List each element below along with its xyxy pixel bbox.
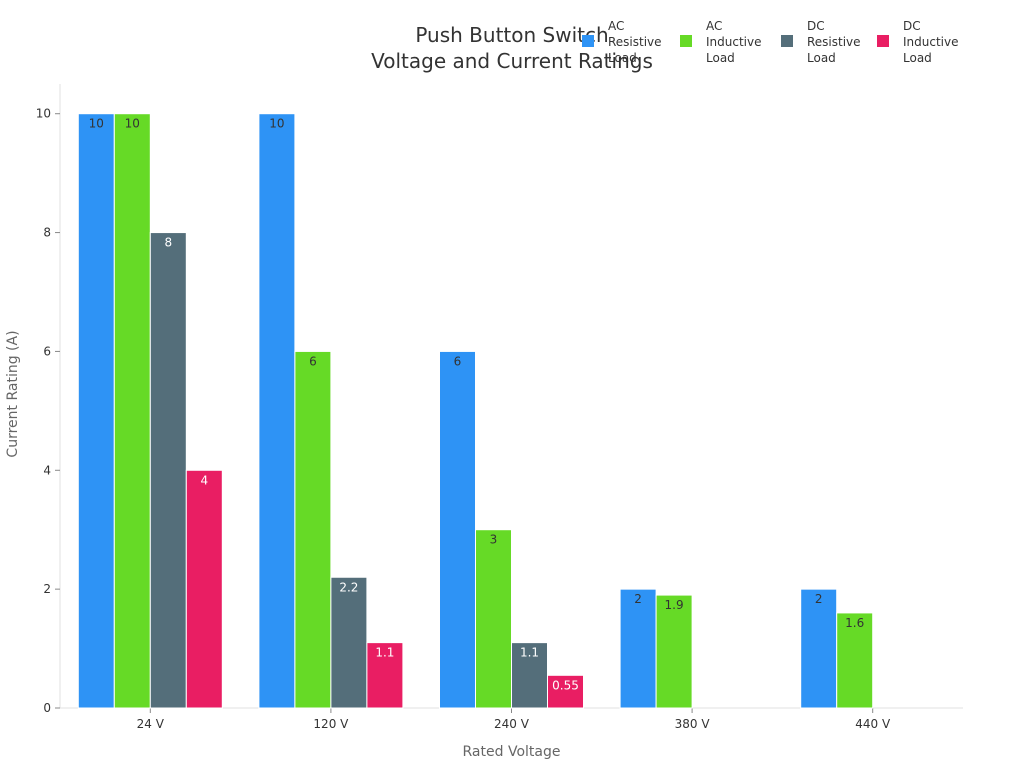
bar[interactable] [149,232,187,709]
bar[interactable] [439,350,476,709]
chart-title-line: Voltage and Current Ratings [371,49,653,73]
data-label: 1.6 [845,616,864,630]
bar[interactable] [258,113,296,709]
chart-title-line: Push Button Switch [415,23,608,47]
y-tick-label: 2 [43,582,51,596]
legend-label[interactable]: AC [608,19,624,33]
bar[interactable] [294,350,332,709]
data-label: 6 [454,354,462,368]
data-label: 10 [89,117,104,131]
y-tick-label: 8 [43,226,51,240]
data-label: 4 [200,473,208,487]
legend-label[interactable]: Resistive [807,35,861,49]
bar[interactable] [655,594,693,709]
legend-label[interactable]: DC [807,19,825,33]
x-tick-label: 120 V [313,717,349,731]
legend-swatch[interactable] [781,35,793,47]
legend-label[interactable]: Inductive [706,35,762,49]
data-label: 2 [815,592,823,606]
bar[interactable] [800,588,838,709]
x-tick-label: 24 V [137,717,165,731]
legend-swatch[interactable] [877,35,889,47]
legend-swatch[interactable] [680,35,692,47]
legend-label[interactable]: Load [807,51,836,65]
legend-label[interactable]: Inductive [903,35,959,49]
y-axis-title: Current Rating (A) [5,330,21,457]
data-label: 8 [164,236,172,250]
legend-label[interactable]: Load [706,51,735,65]
data-label: 0.55 [552,678,579,692]
data-label: 2.2 [339,580,358,594]
bar[interactable] [366,642,404,709]
y-tick-label: 10 [36,107,51,121]
data-label: 10 [125,117,140,131]
y-tick-label: 4 [43,463,51,477]
legend-swatch[interactable] [582,35,594,47]
legend-label[interactable]: Load [903,51,932,65]
data-label: 3 [490,533,498,547]
x-tick-label: 240 V [494,717,530,731]
legend-label[interactable]: Resistive [608,35,662,49]
data-label: 2 [634,592,642,606]
y-tick-label: 6 [43,344,51,358]
x-axis-title: Rated Voltage [463,744,561,760]
data-label: 6 [309,354,317,368]
bar[interactable] [619,588,657,709]
x-tick-label: 440 V [855,717,891,731]
bar[interactable] [77,113,115,709]
data-label: 10 [269,117,284,131]
y-tick-label: 0 [43,701,51,715]
bar[interactable] [113,113,151,709]
legend-label[interactable]: AC [706,19,722,33]
data-label: 1.1 [375,646,394,660]
bar[interactable] [475,529,512,709]
bar[interactable] [547,674,584,709]
data-label: 1.9 [665,598,684,612]
bar[interactable] [836,612,874,709]
data-label: 1.1 [520,646,539,660]
legend-label[interactable]: Load [608,51,637,65]
bar[interactable] [330,576,368,709]
bar[interactable] [185,469,223,709]
x-tick-label: 380 V [675,717,711,731]
legend-label[interactable]: DC [903,19,921,33]
bar[interactable] [511,642,548,709]
